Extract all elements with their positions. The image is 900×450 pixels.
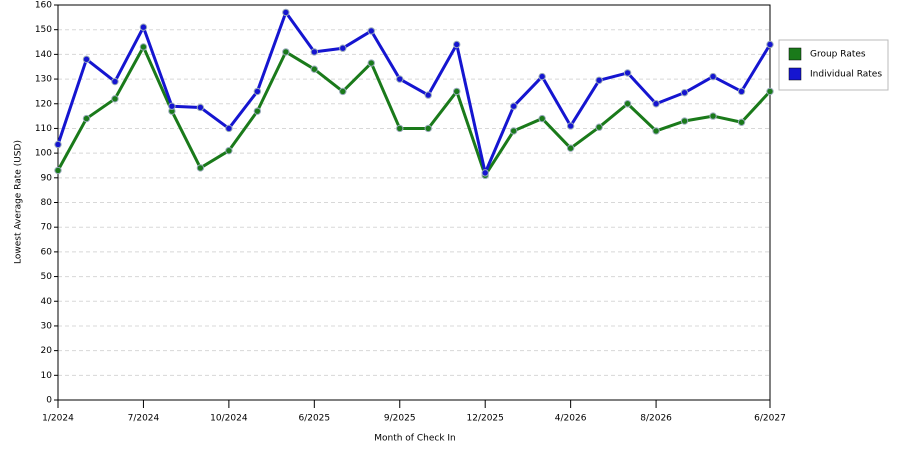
data-point bbox=[538, 72, 546, 81]
data-point bbox=[139, 43, 148, 51]
data-point bbox=[709, 72, 717, 81]
data-point bbox=[680, 117, 689, 125]
data-point bbox=[339, 87, 347, 96]
data-point bbox=[766, 40, 774, 49]
x-tick-label: 10/2024 bbox=[210, 414, 248, 424]
y-tick-label: 110 bbox=[35, 124, 52, 134]
data-point bbox=[139, 23, 148, 31]
data-point bbox=[196, 164, 205, 172]
legend-label: Individual Rates bbox=[810, 70, 882, 80]
y-tick-label: 150 bbox=[35, 25, 52, 35]
data-point bbox=[737, 118, 746, 126]
data-point bbox=[253, 107, 262, 115]
data-point bbox=[111, 95, 119, 103]
data-point bbox=[282, 8, 290, 17]
y-tick-label: 50 bbox=[41, 272, 53, 282]
data-point bbox=[652, 100, 660, 108]
data-point bbox=[680, 88, 689, 97]
data-point bbox=[566, 144, 575, 152]
data-point bbox=[424, 124, 432, 133]
data-point bbox=[766, 87, 774, 96]
y-tick-label: 140 bbox=[35, 50, 52, 60]
data-point bbox=[396, 75, 404, 83]
legend-swatch bbox=[788, 47, 802, 61]
data-point bbox=[367, 27, 375, 35]
data-point bbox=[481, 169, 489, 177]
data-point bbox=[709, 112, 717, 120]
data-point bbox=[82, 55, 91, 64]
data-point bbox=[367, 59, 375, 67]
x-axis-label: Month of Check In bbox=[374, 434, 456, 444]
y-tick-label: 120 bbox=[35, 99, 52, 109]
data-point bbox=[509, 127, 518, 135]
plot-frame bbox=[57, 4, 771, 401]
x-tick-label: 8/2026 bbox=[640, 414, 672, 424]
series-line bbox=[56, 10, 772, 175]
data-point bbox=[168, 102, 176, 110]
y-tick-label: 100 bbox=[35, 149, 52, 159]
data-point bbox=[82, 114, 91, 123]
data-point bbox=[396, 124, 404, 133]
data-point bbox=[253, 87, 262, 96]
x-tick-label: 6/2025 bbox=[298, 414, 330, 424]
y-tick-label: 30 bbox=[41, 321, 53, 331]
data-point bbox=[339, 44, 347, 52]
x-tick-label: 12/2025 bbox=[467, 414, 504, 424]
data-point bbox=[538, 114, 546, 123]
data-point bbox=[225, 124, 233, 133]
y-tick-label: 90 bbox=[41, 173, 53, 183]
x-tick-label: 7/2024 bbox=[128, 414, 160, 424]
y-tick-label: 0 bbox=[46, 396, 52, 406]
data-point bbox=[310, 65, 319, 73]
data-point bbox=[453, 40, 461, 49]
series-line bbox=[56, 45, 772, 177]
y-tick-label: 80 bbox=[41, 198, 53, 208]
y-tick-label: 130 bbox=[35, 75, 52, 85]
data-point bbox=[566, 122, 575, 130]
data-point bbox=[225, 146, 233, 155]
data-point bbox=[595, 76, 603, 84]
data-point bbox=[623, 69, 632, 77]
y-tick-label: 20 bbox=[41, 346, 53, 356]
data-point bbox=[595, 123, 603, 131]
x-tick-label: 1/2024 bbox=[42, 414, 74, 424]
legend-label: Group Rates bbox=[810, 50, 866, 60]
data-point bbox=[623, 100, 632, 108]
y-tick-label: 10 bbox=[41, 371, 53, 381]
legend-box bbox=[778, 39, 889, 91]
y-tick-label: 40 bbox=[41, 297, 53, 307]
data-point bbox=[652, 127, 660, 135]
data-point bbox=[111, 77, 119, 86]
data-point bbox=[196, 103, 205, 112]
data-point bbox=[737, 87, 746, 96]
data-point bbox=[509, 102, 518, 110]
y-axis-label: Lowest Average Rate (USD) bbox=[14, 140, 24, 264]
x-tick-label: 6/2027 bbox=[754, 414, 786, 424]
y-tick-label: 160 bbox=[35, 1, 52, 11]
data-point bbox=[54, 140, 62, 149]
data-point bbox=[424, 91, 432, 99]
y-tick-label: 60 bbox=[41, 247, 53, 257]
data-point bbox=[310, 48, 319, 56]
legend-swatch bbox=[788, 67, 802, 81]
data-point bbox=[54, 166, 62, 175]
y-tick-label: 70 bbox=[41, 223, 53, 233]
data-point bbox=[282, 48, 290, 56]
data-point bbox=[453, 87, 461, 96]
x-tick-label: 4/2026 bbox=[555, 414, 587, 424]
x-tick-label: 9/2025 bbox=[384, 414, 416, 424]
